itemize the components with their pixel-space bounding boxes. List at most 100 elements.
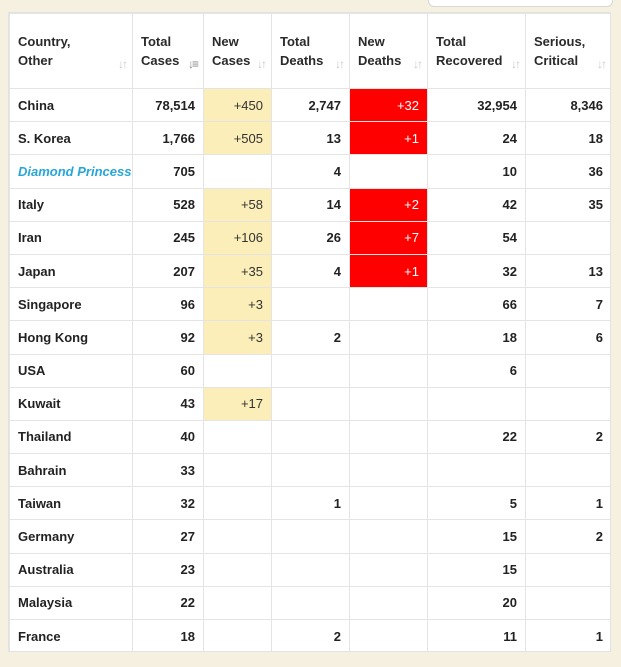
- cell-total-cases: 245: [132, 220, 204, 255]
- header-label-line: New: [212, 34, 239, 49]
- cell-new-cases: [203, 453, 272, 488]
- header-total-recovered[interactable]: Total Recovered ↓↑: [427, 13, 526, 89]
- cell-country: Hong Kong: [9, 320, 133, 355]
- table-row: Hong Kong 92 +3 2 18 6: [9, 320, 610, 355]
- cell-new-deaths: [349, 287, 428, 322]
- cell-new-deaths: +2: [349, 187, 428, 222]
- cell-total-deaths: 4: [271, 154, 350, 189]
- cell-new-cases: +17: [203, 386, 272, 421]
- cell-total-recovered: [427, 453, 526, 488]
- cell-new-deaths: [349, 320, 428, 355]
- cell-new-cases: [203, 353, 272, 388]
- cell-country: Italy: [9, 187, 133, 222]
- cell-total-recovered: 6: [427, 353, 526, 388]
- table-row: Germany 27 15 2: [9, 519, 610, 554]
- header-row: Country, Other ↓↑ Total Cases ↓≡ New Cases ↓↑ Tot…: [9, 13, 610, 89]
- header-label-line: Deaths: [280, 53, 324, 68]
- table-row: China 78,514 +450 2,747 +32 32,954 8,346: [9, 87, 610, 123]
- cell-total-cases: 33: [132, 453, 204, 488]
- cell-new-deaths: [349, 453, 428, 488]
- cases-table-panel: Country, Other ↓↑ Total Cases ↓≡ New Cases ↓↑ Tot…: [8, 12, 611, 652]
- header-label-line: Deaths: [358, 53, 402, 68]
- sort-icon[interactable]: ↓↑: [413, 57, 423, 71]
- cell-new-cases: [203, 419, 272, 455]
- sort-icon[interactable]: ↓↑: [257, 57, 267, 71]
- cell-total-cases: 18: [132, 618, 204, 651]
- cell-new-cases: +106: [203, 220, 272, 255]
- cell-new-deaths: [349, 618, 428, 651]
- cell-total-recovered: 20: [427, 585, 526, 621]
- sort-icon[interactable]: ↓↑: [118, 57, 128, 71]
- cell-new-deaths: +1: [349, 253, 428, 289]
- cell-total-recovered: [427, 386, 526, 421]
- header-country[interactable]: Country, Other ↓↑: [9, 13, 133, 89]
- sort-icon[interactable]: ↓↑: [511, 57, 521, 71]
- header-label-line: Total: [280, 34, 311, 49]
- header-total-deaths[interactable]: Total Deaths ↓↑: [271, 13, 350, 89]
- header-label-line: Country,: [18, 34, 71, 49]
- cell-total-deaths: [271, 453, 350, 488]
- header-total-cases[interactable]: Total Cases ↓≡: [132, 13, 204, 89]
- cell-country: Malaysia: [9, 585, 133, 621]
- cell-total-recovered: 11: [427, 618, 526, 651]
- cell-country: Taiwan: [9, 486, 133, 521]
- cell-serious-critical: 35: [525, 187, 610, 222]
- cell-country: Singapore: [9, 287, 133, 322]
- cell-new-deaths: [349, 552, 428, 587]
- cell-country: France: [9, 618, 133, 651]
- cell-new-deaths: [349, 585, 428, 621]
- table-row: Kuwait 43 +17: [9, 386, 610, 421]
- header-label-line: Other: [18, 53, 53, 68]
- header-label-line: Serious,: [534, 34, 586, 49]
- cell-total-recovered: 54: [427, 220, 526, 255]
- cell-country: Thailand: [9, 419, 133, 455]
- cases-table: Country, Other ↓↑ Total Cases ↓≡ New Cases ↓↑ Tot…: [9, 13, 610, 651]
- cell-total-recovered: 18: [427, 320, 526, 355]
- header-new-deaths[interactable]: New Deaths ↓↑: [349, 13, 428, 89]
- table-row: Taiwan 32 1 5 1: [9, 486, 610, 521]
- cell-new-deaths: [349, 386, 428, 421]
- cell-serious-critical: 1: [525, 618, 610, 651]
- cell-new-cases: +450: [203, 87, 272, 123]
- header-label-line: New: [358, 34, 385, 49]
- cell-country: Iran: [9, 220, 133, 255]
- table-row: Iran 245 +106 26 +7 54: [9, 220, 610, 255]
- cell-total-cases: 207: [132, 253, 204, 289]
- sort-desc-icon[interactable]: ↓≡: [187, 57, 199, 71]
- cell-total-deaths: [271, 386, 350, 421]
- cell-new-cases: [203, 154, 272, 189]
- header-new-cases[interactable]: New Cases ↓↑: [203, 13, 272, 89]
- cell-serious-critical: 36: [525, 154, 610, 189]
- cell-new-cases: +505: [203, 121, 272, 156]
- table-row: Malaysia 22 20: [9, 585, 610, 621]
- table-row: USA 60 6: [9, 353, 610, 388]
- cell-total-recovered: 42: [427, 187, 526, 222]
- cell-new-cases: [203, 618, 272, 651]
- cell-total-cases: 32: [132, 486, 204, 521]
- table-row: Diamond Princess 705 4 10 36: [9, 154, 610, 189]
- cell-total-recovered: 5: [427, 486, 526, 521]
- header-label-line: Total: [141, 34, 172, 49]
- cell-total-cases: 78,514: [132, 87, 204, 123]
- cell-total-deaths: 2,747: [271, 87, 350, 123]
- cell-country[interactable]: Diamond Princess: [9, 154, 133, 189]
- sort-icon[interactable]: ↓↑: [597, 57, 607, 71]
- cell-total-cases: 96: [132, 287, 204, 322]
- cell-serious-critical: 7: [525, 287, 610, 322]
- table-row: Thailand 40 22 2: [9, 419, 610, 455]
- cell-total-recovered: 22: [427, 419, 526, 455]
- cell-total-recovered: 15: [427, 519, 526, 554]
- cell-serious-critical: 6: [525, 320, 610, 355]
- cell-total-recovered: 32,954: [427, 87, 526, 123]
- cell-total-deaths: [271, 419, 350, 455]
- cell-country: Japan: [9, 253, 133, 289]
- cell-total-recovered: 10: [427, 154, 526, 189]
- cell-country: Australia: [9, 552, 133, 587]
- cell-serious-critical: [525, 220, 610, 255]
- header-label-line: Total: [436, 34, 467, 49]
- sort-icon[interactable]: ↓↑: [335, 57, 345, 71]
- cell-country: S. Korea: [9, 121, 133, 156]
- header-serious-critical[interactable]: Serious, Critical ↓↑: [525, 13, 610, 89]
- cell-total-deaths: [271, 519, 350, 554]
- table-row: S. Korea 1,766 +505 13 +1 24 18: [9, 121, 610, 156]
